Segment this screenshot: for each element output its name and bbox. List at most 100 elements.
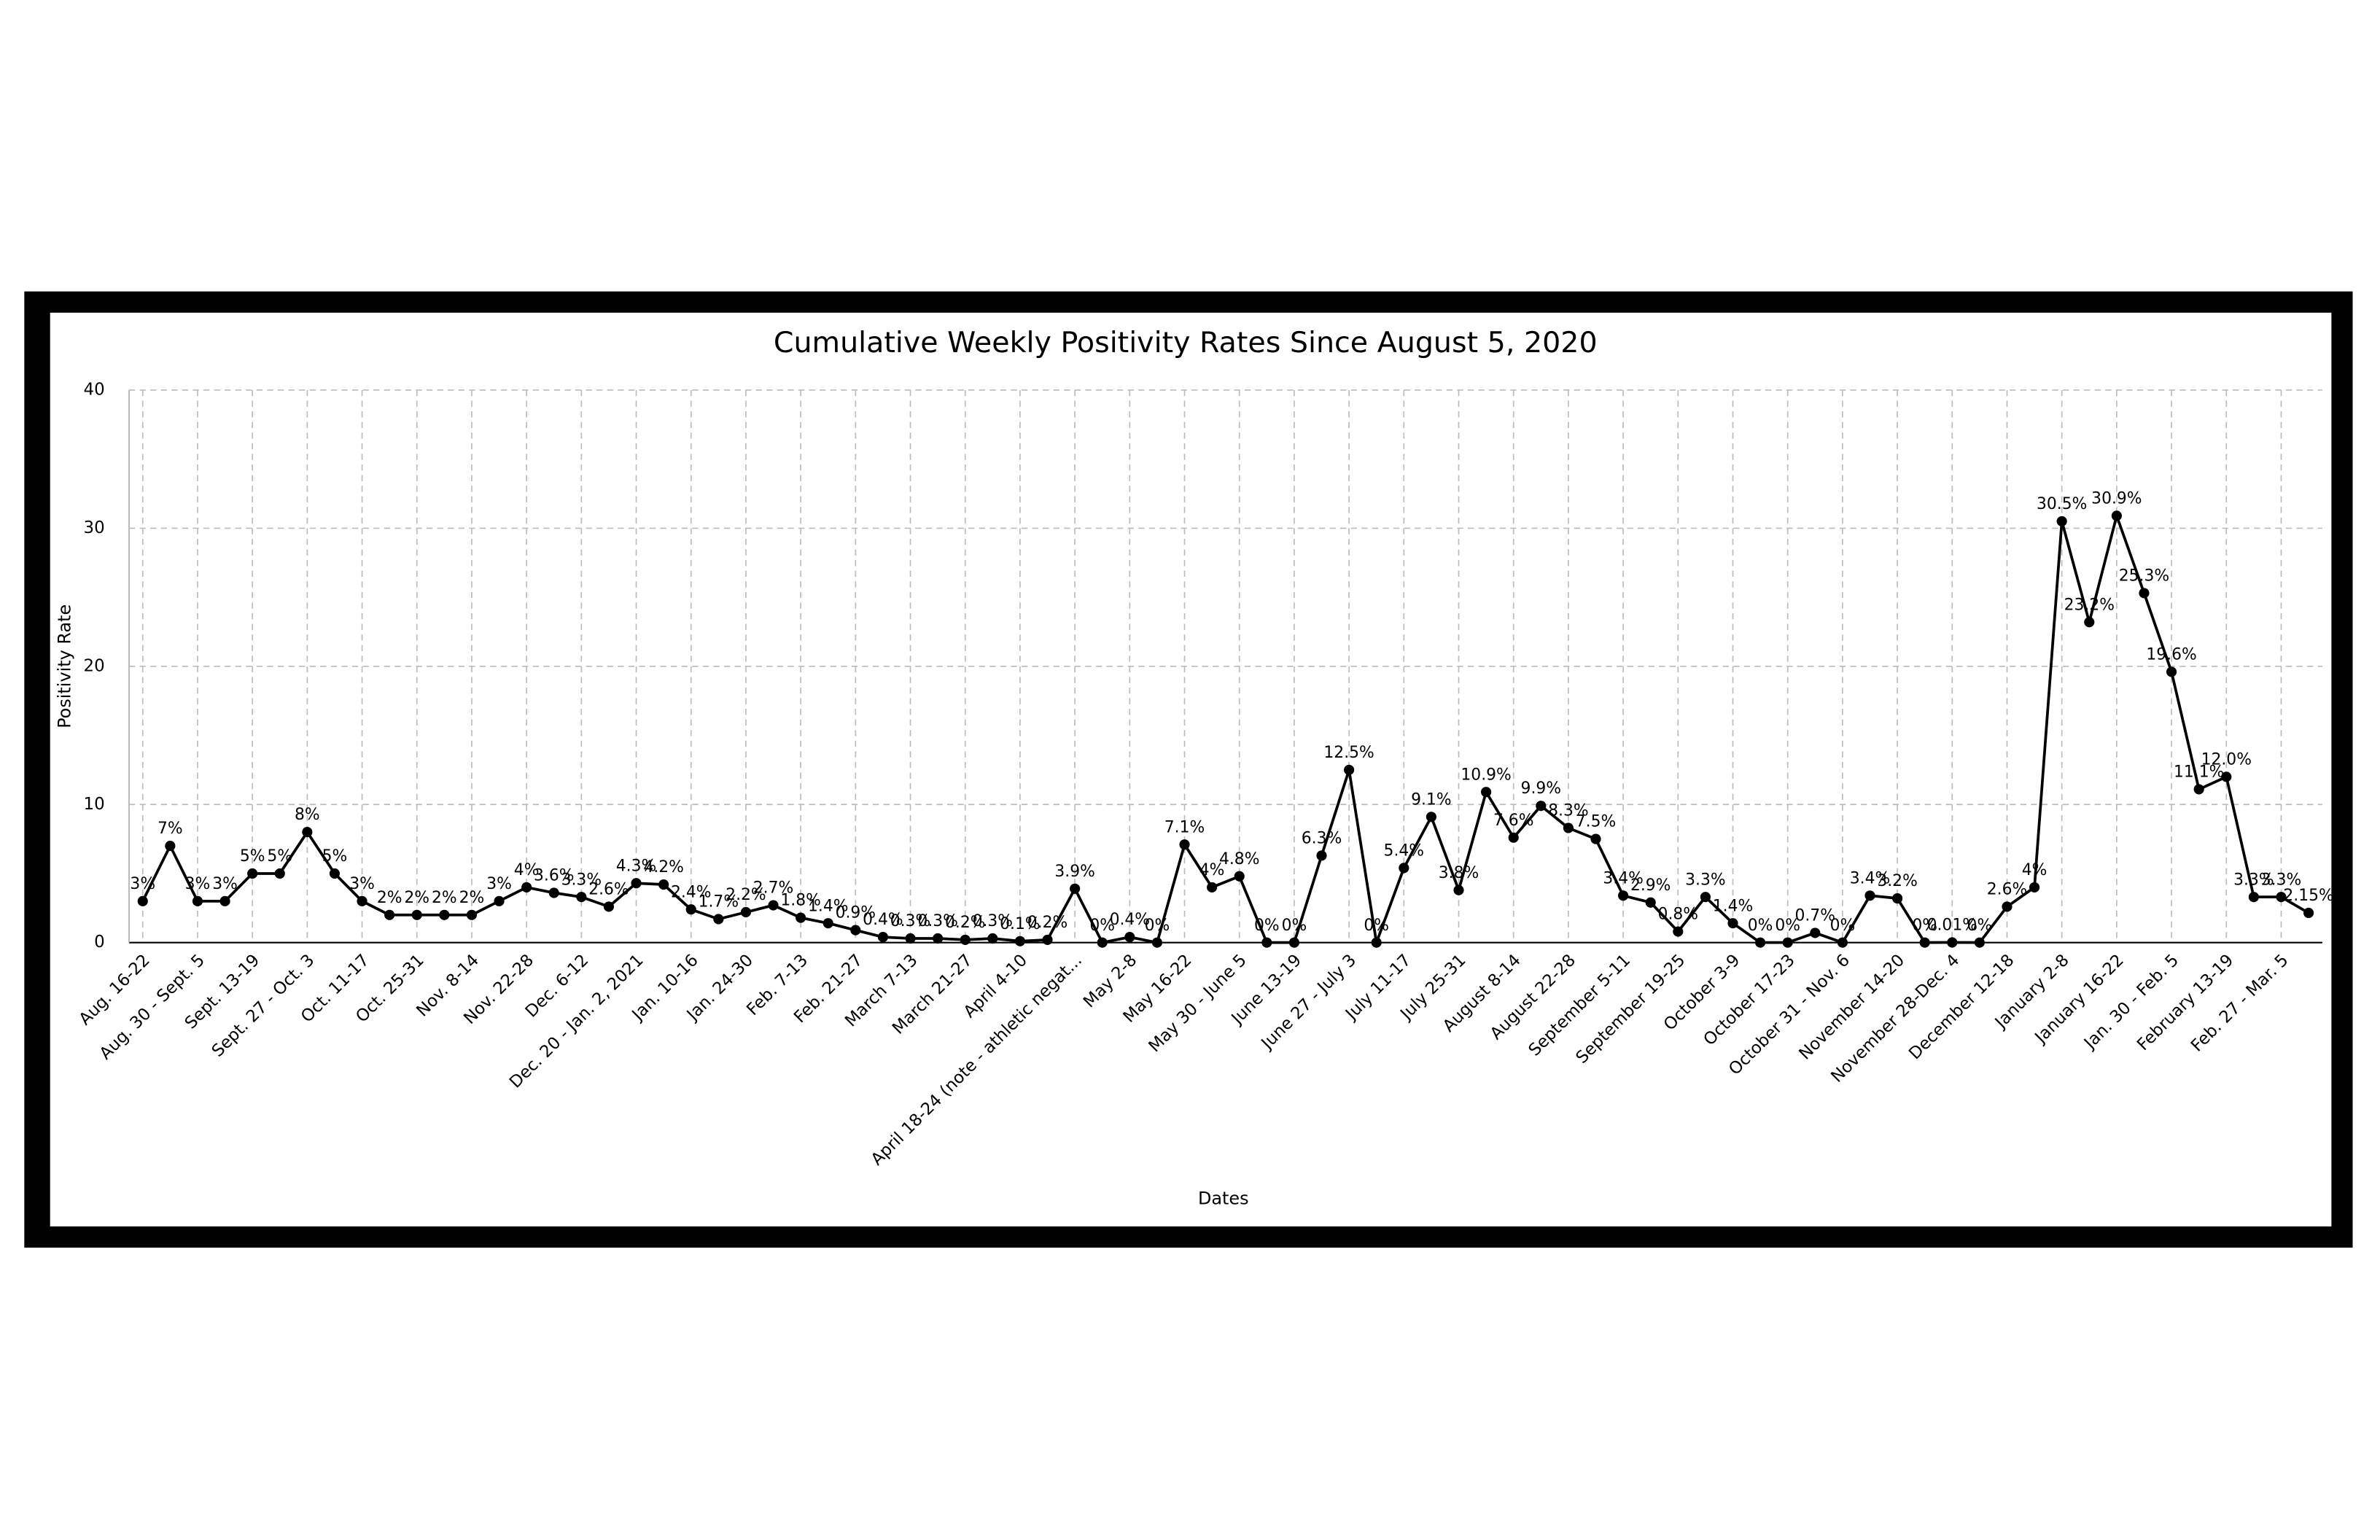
- data-point: [1810, 928, 1821, 938]
- data-label: 0.3%: [917, 912, 958, 930]
- data-point: [1590, 833, 1601, 844]
- data-label: 3.3%: [2261, 871, 2302, 889]
- data-label: 4.2%: [643, 858, 684, 876]
- data-label: 0.7%: [1795, 907, 1836, 925]
- data-label: 0%: [1145, 917, 1170, 935]
- data-point: [713, 914, 724, 925]
- data-label: 4%: [2022, 861, 2048, 879]
- data-label: 0.3%: [973, 912, 1014, 930]
- data-point: [2029, 882, 2040, 892]
- data-point: [1755, 937, 1766, 948]
- data-label: 3.6%: [534, 867, 575, 885]
- data-point: [2139, 588, 2150, 599]
- data-point: [1700, 892, 1711, 903]
- data-label: 1.4%: [808, 897, 849, 915]
- data-point: [631, 878, 642, 889]
- data-label: 2.4%: [671, 883, 712, 901]
- data-point: [1014, 936, 1026, 946]
- data-point: [2221, 771, 2232, 782]
- data-point: [2111, 510, 2122, 521]
- data-label: 3.4%: [1850, 869, 1891, 887]
- data-label: 3%: [349, 875, 375, 893]
- data-label: 7.1%: [1164, 818, 1205, 836]
- data-point: [740, 906, 752, 918]
- data-point: [1837, 937, 1848, 948]
- y-tick-label: 40: [84, 380, 105, 399]
- data-label: 0.2%: [945, 914, 985, 932]
- data-label: 0.1%: [1000, 915, 1041, 933]
- data-label: 0.4%: [863, 911, 903, 929]
- data-point: [329, 868, 341, 879]
- data-point: [219, 895, 230, 906]
- data-point: [1207, 882, 1218, 892]
- data-label: 0%: [1912, 917, 1937, 935]
- data-label: 2%: [432, 889, 457, 907]
- data-label: 5.4%: [1384, 841, 1424, 860]
- data-label: 0%: [1830, 917, 1856, 935]
- data-label: 12.5%: [1323, 744, 1374, 762]
- data-point: [1042, 934, 1053, 945]
- data-point: [1481, 787, 1492, 798]
- data-label: 0%: [1748, 917, 1773, 935]
- data-label: 3.3%: [2233, 871, 2274, 889]
- data-point: [1261, 937, 1272, 948]
- data-point: [1508, 832, 1519, 843]
- chart-title: Cumulative Weekly Positivity Rates Since…: [774, 326, 1598, 359]
- data-point: [1124, 932, 1135, 943]
- data-point: [1399, 863, 1409, 874]
- data-point: [2276, 892, 2287, 903]
- data-point: [1974, 937, 1985, 948]
- data-point: [2303, 907, 2314, 919]
- data-label: 30.5%: [2037, 495, 2087, 513]
- data-label: 1.7%: [699, 893, 739, 911]
- data-label: 9.1%: [1411, 790, 1452, 809]
- data-point: [466, 909, 478, 920]
- data-label: 0%: [1282, 917, 1307, 935]
- data-label: 0%: [1967, 917, 1993, 935]
- data-label: 11.1%: [2174, 763, 2224, 782]
- data-point: [1453, 884, 1464, 895]
- data-label: 0%: [1364, 917, 1389, 935]
- data-label: 10.9%: [1461, 766, 1511, 784]
- data-point: [1536, 801, 1547, 812]
- data-point: [548, 887, 559, 898]
- data-label: 6.3%: [1302, 829, 1342, 847]
- data-label: 0.8%: [1658, 906, 1699, 924]
- data-label: 4%: [1199, 861, 1225, 879]
- data-label: 3%: [130, 875, 155, 893]
- data-point: [302, 827, 313, 838]
- data-point: [2056, 516, 2067, 527]
- data-label: 1.8%: [780, 892, 820, 910]
- data-label: 2.9%: [1630, 876, 1671, 895]
- data-point: [987, 933, 998, 944]
- data-label: 2.15%: [2283, 887, 2333, 905]
- data-label: 0.4%: [1110, 911, 1151, 929]
- y-tick-label: 30: [84, 518, 105, 537]
- data-point: [905, 933, 916, 944]
- data-label: 5%: [240, 847, 265, 866]
- data-point: [658, 879, 669, 890]
- data-label: 5%: [322, 847, 348, 866]
- data-label: 2.7%: [753, 879, 794, 898]
- data-point: [357, 895, 368, 906]
- data-label: 0.2%: [1027, 914, 1068, 932]
- data-label: 0.01%: [1927, 917, 1978, 935]
- data-point: [411, 909, 422, 920]
- data-point: [247, 868, 258, 879]
- data-point: [1645, 897, 1656, 908]
- data-label: 0%: [1775, 917, 1800, 935]
- data-label: 3.8%: [1439, 864, 1479, 882]
- data-point: [1179, 839, 1190, 850]
- data-point: [2248, 892, 2259, 903]
- data-point: [1316, 850, 1327, 861]
- data-label: 8.3%: [1548, 802, 1589, 820]
- data-label: 2%: [459, 889, 485, 907]
- data-point: [933, 933, 944, 944]
- data-label: 2.2%: [726, 886, 766, 904]
- data-point: [439, 909, 450, 920]
- data-label: 25.3%: [2119, 567, 2169, 586]
- data-label: 0%: [1089, 917, 1115, 935]
- data-point: [384, 909, 395, 920]
- y-tick-label: 10: [84, 795, 105, 814]
- data-point: [521, 882, 532, 892]
